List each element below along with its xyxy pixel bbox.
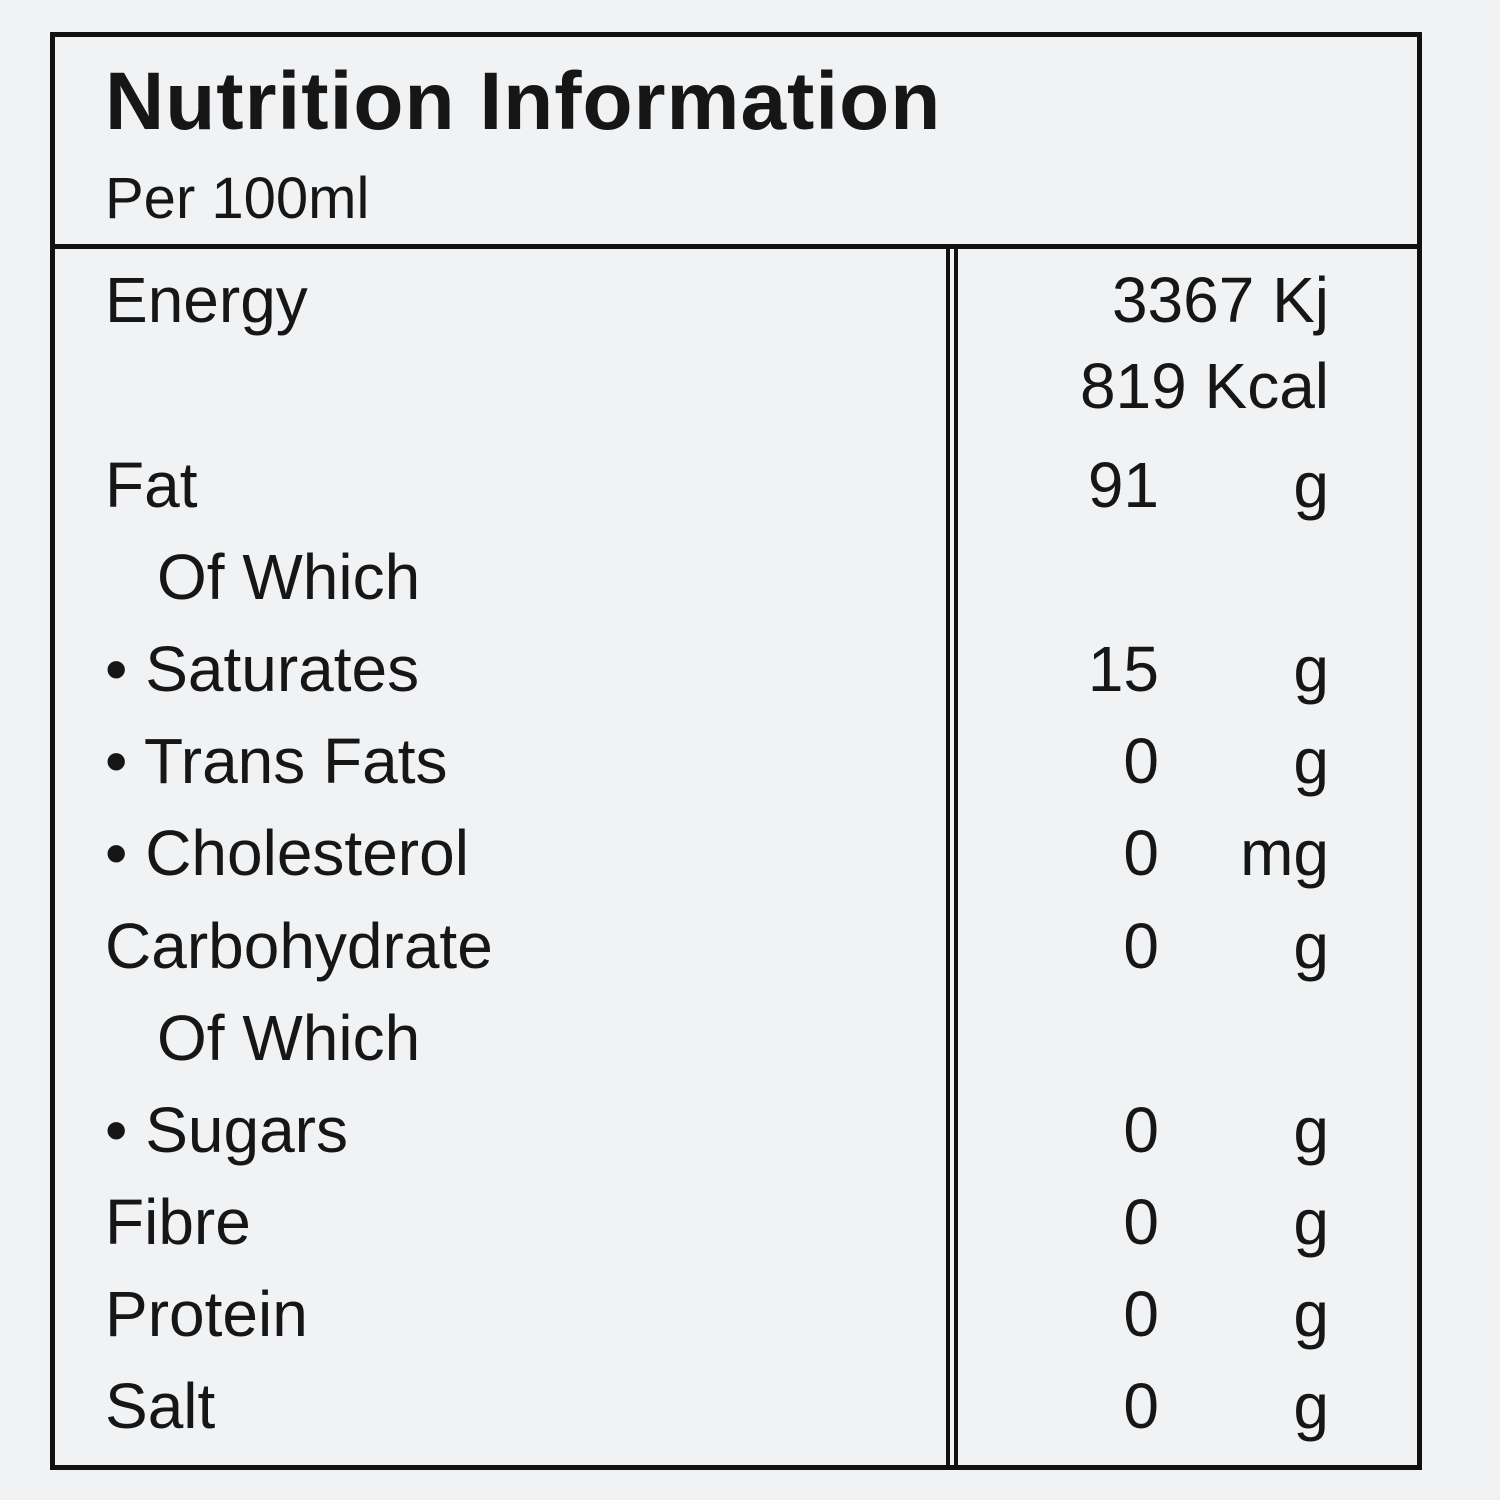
nutrient-row-cholesterol: • Cholesterol 0 mg (55, 810, 1417, 900)
nutrient-unit: g (1293, 910, 1329, 982)
nutrient-value: 0 (1123, 1186, 1159, 1258)
nutrient-row-carbohydrate: Carbohydrate 0 g (55, 903, 1417, 993)
label-title: Nutrition Information (105, 56, 942, 147)
label-header: Nutrition Information Per 100ml (55, 37, 1417, 249)
nutrient-unit: g (1293, 633, 1329, 705)
nutrient-unit: g (1293, 1370, 1329, 1442)
nutrient-name: Fibre (105, 1186, 251, 1258)
nutrient-unit: g (1293, 725, 1329, 797)
nutrient-value: 0 (1123, 725, 1159, 797)
nutrient-subheading: Of Which (157, 541, 421, 613)
nutrient-name: Carbohydrate (105, 910, 493, 982)
nutrient-value: 0 (1123, 1370, 1159, 1442)
nutrient-row-sugars: • Sugars 0 g (55, 1087, 1417, 1177)
nutrient-name: • Saturates (105, 633, 420, 705)
nutrient-name: Energy (105, 264, 308, 336)
nutrient-row-trans-fats: • Trans Fats 0 g (55, 718, 1417, 808)
nutrition-label: Nutrition Information Per 100ml Energy 3… (50, 32, 1422, 1470)
nutrient-name: • Trans Fats (105, 725, 448, 797)
nutrient-value: 0 (1123, 817, 1159, 889)
nutrient-name: Fat (105, 449, 198, 521)
nutrient-value: 0 (1123, 910, 1159, 982)
nutrient-row-of-which: Of Which (55, 995, 1417, 1085)
nutrient-name: • Sugars (105, 1094, 348, 1166)
nutrient-row-of-which: Of Which (55, 534, 1417, 624)
serving-basis: Per 100ml (105, 166, 370, 231)
nutrient-unit: g (1293, 1278, 1329, 1350)
nutrient-subheading: Of Which (157, 1002, 421, 1074)
nutrient-name: • Cholesterol (105, 817, 469, 889)
nutrient-unit: g (1293, 449, 1329, 521)
column-divider (946, 244, 958, 1465)
nutrient-row-salt: Salt 0 g (55, 1363, 1417, 1453)
nutrient-unit: g (1293, 1186, 1329, 1258)
nutrient-row-energy: Energy 3367 Kj 819 Kcal (55, 257, 1417, 427)
nutrient-value: 15 (1087, 633, 1159, 705)
nutrient-row-protein: Protein 0 g (55, 1271, 1417, 1361)
nutrient-value: 91 (1087, 449, 1159, 521)
nutrient-value: 0 (1123, 1278, 1159, 1350)
nutrient-value: 0 (1123, 1094, 1159, 1166)
nutrient-row-saturates: • Saturates 15 g (55, 626, 1417, 716)
nutrient-name: Salt (105, 1370, 216, 1442)
energy-kj-value: 3367 Kj (1111, 264, 1329, 336)
energy-kcal-value: 819 Kcal (1079, 350, 1329, 422)
nutrient-unit: g (1293, 1094, 1329, 1166)
nutrient-unit: mg (1240, 817, 1329, 889)
nutrient-name: Protein (105, 1278, 308, 1350)
nutrient-row-fat: Fat 91 g (55, 442, 1417, 532)
nutrient-row-fibre: Fibre 0 g (55, 1179, 1417, 1269)
